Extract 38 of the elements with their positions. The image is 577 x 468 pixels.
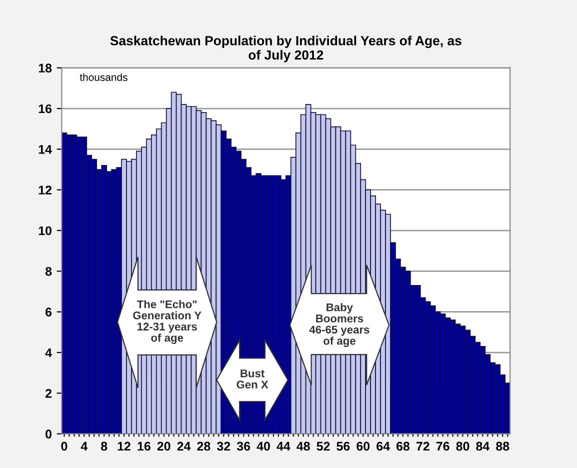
y-tick-label: 0 xyxy=(46,430,52,438)
x-tick-label: 52 xyxy=(316,442,330,451)
x-tick-label: 24 xyxy=(177,442,191,451)
x-tick-label: 56 xyxy=(336,442,350,451)
y-tick-label: 16 xyxy=(38,104,52,114)
y-tick-label: 6 xyxy=(46,308,52,316)
y-tick-label: 12 xyxy=(38,186,52,194)
x-tick-label: 32 xyxy=(216,442,230,451)
x-tick-label: 36 xyxy=(236,442,250,451)
x-tick-label: 4 xyxy=(80,442,88,451)
x-tick-label: 44 xyxy=(276,442,290,451)
y-tick-label: 8 xyxy=(45,266,52,276)
y-tick-label: 14 xyxy=(38,145,52,154)
x-tick-label: 60 xyxy=(356,442,370,451)
x-tick-label: 76 xyxy=(436,442,450,451)
x-tick-label: 88 xyxy=(496,442,510,451)
x-tick-label: 8 xyxy=(101,442,108,451)
annotation: Bust Gen X xyxy=(236,370,268,389)
x-tick-label: 12 xyxy=(118,442,130,451)
x-tick-label: 28 xyxy=(197,442,210,451)
x-tick-label: 0 xyxy=(61,442,68,451)
x-tick-label: 40 xyxy=(256,442,270,451)
x-tick-label: 68 xyxy=(396,442,410,451)
chart-title: Saskatchewan Population by Individual Years of Age, as of July 2012 xyxy=(110,36,462,62)
y-tick-label: 2 xyxy=(46,388,52,398)
x-tick-label: 48 xyxy=(296,442,310,451)
x-tick-label: 20 xyxy=(157,442,170,451)
x-tick-label: 80 xyxy=(456,442,470,451)
annotation: Baby Boomers 46-65 years of age xyxy=(309,303,370,348)
annotation: The "Echo" Generation Y 12-31 years of age xyxy=(133,300,202,344)
y-axis-title: thousands xyxy=(80,73,128,81)
x-tick-label: 84 xyxy=(476,442,490,451)
y-tick-label: 18 xyxy=(38,64,52,73)
y-tick-label: 10 xyxy=(38,226,52,236)
x-tick-label: 72 xyxy=(416,442,430,451)
x-tick-label: 16 xyxy=(138,442,150,451)
x-tick-label: 64 xyxy=(376,442,390,451)
y-tick-label: 4 xyxy=(45,348,52,358)
